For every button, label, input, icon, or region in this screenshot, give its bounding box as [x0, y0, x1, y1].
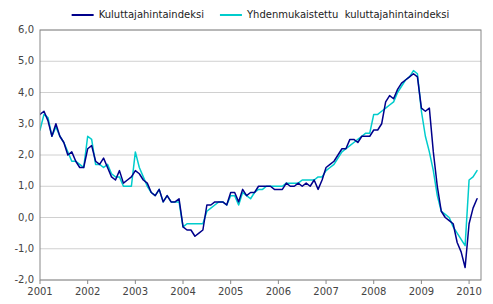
- y-tick-label: 2,0: [18, 149, 34, 160]
- x-tick-label: 2008: [361, 286, 386, 297]
- y-tick-label: 4,0: [18, 87, 34, 98]
- y-tick-label: 5,0: [18, 55, 34, 66]
- x-tick-label: 2002: [75, 286, 100, 297]
- x-tick-label: 2005: [218, 286, 243, 297]
- x-tick-label: 2010: [456, 286, 481, 297]
- x-tick: [469, 280, 470, 284]
- y-tick-label: 3,0: [18, 118, 34, 129]
- series-line: [40, 71, 477, 246]
- x-tick: [135, 280, 136, 284]
- legend-item: Kuluttajahintaindeksi: [72, 9, 204, 20]
- grid-line: [40, 155, 481, 156]
- x-tick: [278, 280, 279, 284]
- grid-line: [40, 123, 481, 124]
- y-tick-label: 0,0: [18, 212, 34, 223]
- y-tick-label: -1,0: [14, 243, 34, 254]
- grid: [40, 30, 481, 280]
- y-tick-label: -2,0: [14, 274, 34, 285]
- grid-line: [40, 61, 481, 62]
- x-tick-label: 2009: [409, 286, 434, 297]
- lines: [40, 71, 477, 268]
- x-tick: [326, 280, 327, 284]
- grid-line: [40, 217, 481, 218]
- x-tick: [40, 280, 41, 284]
- x-tick: [87, 280, 88, 284]
- x-tick-label: 2006: [266, 286, 291, 297]
- x-tick: [421, 280, 422, 284]
- legend: Kuluttajahintaindeksi Yhdenmukaistettu ku…: [72, 9, 450, 20]
- x-tick: [183, 280, 184, 284]
- grid-line: [40, 248, 481, 249]
- legend-item: Yhdenmukaistettu kuluttajahintaindeksi: [220, 9, 449, 20]
- x-axis: 2001 2002 2003 2004 2005 2006 2007 2008 2009 2010: [27, 280, 482, 297]
- x-tick-label: 2003: [123, 286, 148, 297]
- y-axis: -2,0 -1,0 0,0 1,0 2,0 3,0 4,0 5,0 6,0: [14, 24, 34, 285]
- x-tick-label: 2004: [170, 286, 195, 297]
- x-tick: [230, 280, 231, 284]
- legend-label: Yhdenmukaistettu kuluttajahintaindeksi: [246, 9, 449, 20]
- legend-swatch: [220, 14, 242, 16]
- series-line: [40, 74, 477, 268]
- x-tick-label: 2007: [313, 286, 338, 297]
- x-tick-label: 2001: [27, 286, 52, 297]
- y-tick-label: 1,0: [18, 180, 34, 191]
- legend-label: Kuluttajahintaindeksi: [99, 9, 204, 20]
- y-tick-label: 6,0: [18, 24, 34, 35]
- legend-swatch: [72, 14, 94, 16]
- chart: -2,0-1,00,01,02,03,04,05,06,020012002200…: [0, 0, 493, 304]
- grid-line: [40, 92, 481, 93]
- plot-frame: [40, 30, 481, 280]
- x-tick: [373, 280, 374, 284]
